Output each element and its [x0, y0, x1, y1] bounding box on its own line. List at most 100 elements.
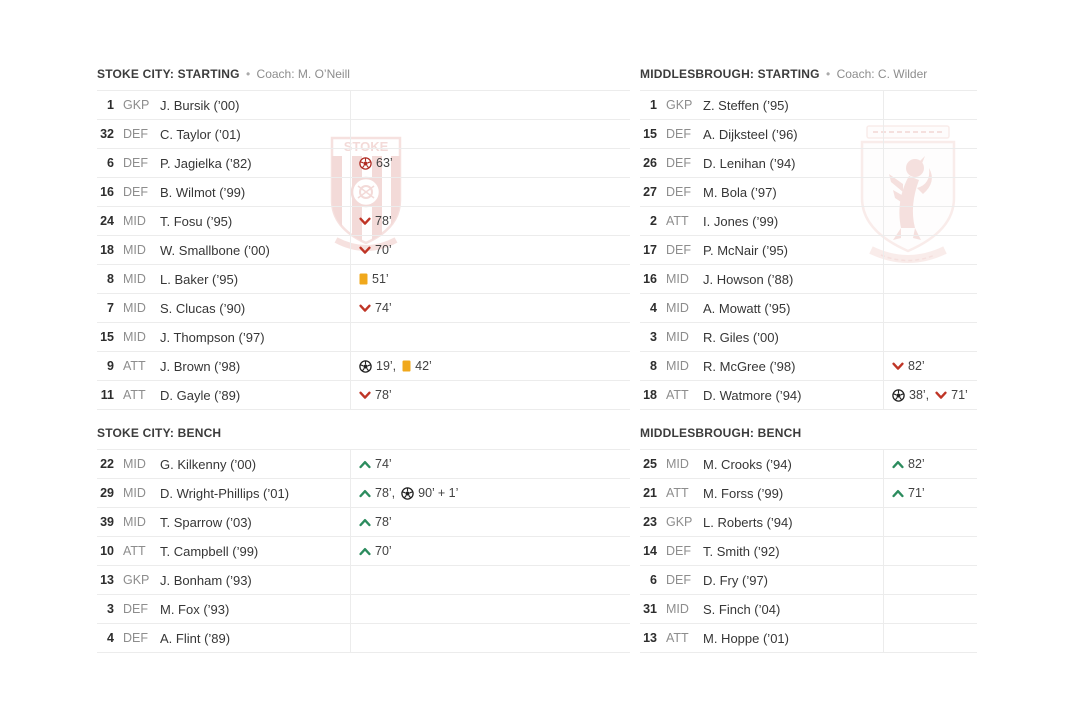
player-number: 3: [650, 330, 657, 344]
player-position: ATT: [666, 214, 689, 228]
player-name: P. Jagielka (’82): [160, 155, 252, 171]
player-main: 21 ATT M. Forss (’99): [640, 479, 883, 507]
player-row[interactable]: 24 MID T. Fosu (’95) 78’: [97, 207, 630, 236]
player-name: M. Hoppe (’01): [703, 630, 789, 646]
player-events: [350, 178, 630, 206]
event: 74’: [359, 457, 392, 471]
player-row[interactable]: 27 DEF M. Bola (’97): [640, 178, 977, 207]
event: 78’,: [359, 486, 395, 500]
player-number: 7: [107, 301, 114, 315]
player-row[interactable]: 9 ATT J. Brown (’98) 19’, 42’: [97, 352, 630, 381]
player-row[interactable]: 13 GKP J. Bonham (’93): [97, 566, 630, 595]
event-minute: 19’,: [376, 359, 397, 373]
player-main: 3 DEF M. Fox (’93): [97, 595, 350, 623]
player-name: W. Smallbone (’00): [160, 242, 270, 258]
player-row[interactable]: 15 DEF A. Dijksteel (’96): [640, 120, 977, 149]
player-row[interactable]: 10 ATT T. Campbell (’99) 70’: [97, 537, 630, 566]
player-row[interactable]: 16 MID J. Howson (’88): [640, 265, 977, 294]
player-row[interactable]: 32 DEF C. Taylor (’01): [97, 120, 630, 149]
player-events: [883, 566, 977, 594]
player-row[interactable]: 8 MID L. Baker (’95) 51’: [97, 265, 630, 294]
player-position: MID: [666, 272, 689, 286]
player-row[interactable]: 1 GKP J. Bursik (’00): [97, 91, 630, 120]
player-main: 10 ATT T. Campbell (’99): [97, 537, 350, 565]
player-main: 26 DEF D. Lenihan (’94): [640, 149, 883, 177]
player-events: [883, 207, 977, 235]
event-minute: 42’: [415, 359, 432, 373]
player-main: 9 ATT J. Brown (’98): [97, 352, 350, 380]
player-name: A. Dijksteel (’96): [703, 126, 798, 142]
player-row[interactable]: 39 MID T. Sparrow (’03) 78’: [97, 508, 630, 537]
player-row[interactable]: 23 GKP L. Roberts (’94): [640, 508, 977, 537]
event-minute: 90’ + 1’: [418, 486, 459, 500]
player-row[interactable]: 11 ATT D. Gayle (’89) 78’: [97, 381, 630, 410]
player-row[interactable]: 29 MID D. Wright-Phillips (’01) 78’, 90’ + 1…: [97, 479, 630, 508]
player-number: 31: [643, 602, 657, 616]
player-name: D. Lenihan (’94): [703, 155, 796, 171]
player-events: [883, 149, 977, 177]
yellow-icon: [402, 360, 411, 372]
player-events: [350, 91, 630, 119]
player-events: 71’: [883, 479, 977, 507]
player-row[interactable]: 14 DEF T. Smith (’92): [640, 537, 977, 566]
player-name: D. Fry (’97): [703, 572, 768, 588]
player-row[interactable]: 22 MID G. Kilkenny (’00) 74’: [97, 450, 630, 479]
sub-in-icon: [359, 489, 371, 498]
player-number: 13: [643, 631, 657, 645]
event-minute: 78’: [375, 214, 392, 228]
section-title: STOKE CITY: STARTING: [97, 67, 240, 81]
player-position: ATT: [123, 544, 146, 558]
event: 90’ + 1’: [401, 486, 458, 500]
player-number: 4: [107, 631, 114, 645]
player-row[interactable]: 1 GKP Z. Steffen (’95): [640, 91, 977, 120]
player-name: J. Bursik (’00): [160, 97, 240, 113]
player-events: [883, 624, 977, 652]
player-number: 39: [100, 515, 114, 529]
event: 63’: [359, 156, 393, 170]
player-position: DEF: [123, 156, 148, 170]
player-row[interactable]: 18 MID W. Smallbone (’00) 70’: [97, 236, 630, 265]
player-row[interactable]: 4 MID A. Mowatt (’95): [640, 294, 977, 323]
player-number: 18: [100, 243, 114, 257]
player-row[interactable]: 25 MID M. Crooks (’94) 82’: [640, 450, 977, 479]
player-row[interactable]: 3 MID R. Giles (’00): [640, 323, 977, 352]
player-events: 78’: [350, 381, 630, 409]
player-row[interactable]: 6 DEF P. Jagielka (’82) 63’: [97, 149, 630, 178]
player-row[interactable]: 21 ATT M. Forss (’99) 71’: [640, 479, 977, 508]
player-number: 14: [643, 544, 657, 558]
player-main: 15 DEF A. Dijksteel (’96): [640, 120, 883, 148]
player-events: 70’: [350, 236, 630, 264]
player-name: A. Flint (’89): [160, 630, 231, 646]
player-name: C. Taylor (’01): [160, 126, 241, 142]
player-name: D. Gayle (’89): [160, 387, 241, 403]
player-row[interactable]: 6 DEF D. Fry (’97): [640, 566, 977, 595]
player-row[interactable]: 13 ATT M. Hoppe (’01): [640, 624, 977, 653]
player-main: 32 DEF C. Taylor (’01): [97, 120, 350, 148]
player-row[interactable]: 31 MID S. Finch (’04): [640, 595, 977, 624]
own-goal-icon: [359, 156, 372, 170]
player-number: 16: [100, 185, 114, 199]
player-position: DEF: [666, 573, 691, 587]
player-name: J. Thompson (’97): [160, 329, 265, 345]
player-row[interactable]: 18 ATT D. Watmore (’94) 38’, 71’: [640, 381, 977, 410]
player-number: 11: [100, 388, 114, 402]
player-main: 7 MID S. Clucas (’90): [97, 294, 350, 322]
player-row[interactable]: 17 DEF P. McNair (’95): [640, 236, 977, 265]
player-row[interactable]: 3 DEF M. Fox (’93): [97, 595, 630, 624]
player-events: 74’: [350, 450, 630, 478]
player-row[interactable]: 26 DEF D. Lenihan (’94): [640, 149, 977, 178]
player-position: ATT: [666, 486, 689, 500]
event: 70’: [359, 544, 392, 558]
event-minute: 63’: [376, 156, 393, 170]
event-minute: 82’: [908, 359, 925, 373]
player-row[interactable]: 15 MID J. Thompson (’97): [97, 323, 630, 352]
player-row[interactable]: 16 DEF B. Wilmot (’99): [97, 178, 630, 207]
player-row[interactable]: 7 MID S. Clucas (’90) 74’: [97, 294, 630, 323]
player-number: 22: [100, 457, 114, 471]
player-name: T. Campbell (’99): [160, 543, 259, 559]
player-row[interactable]: 2 ATT I. Jones (’99): [640, 207, 977, 236]
player-row[interactable]: 8 MID R. McGree (’98) 82’: [640, 352, 977, 381]
player-row[interactable]: 4 DEF A. Flint (’89): [97, 624, 630, 653]
player-main: 16 MID J. Howson (’88): [640, 265, 883, 293]
